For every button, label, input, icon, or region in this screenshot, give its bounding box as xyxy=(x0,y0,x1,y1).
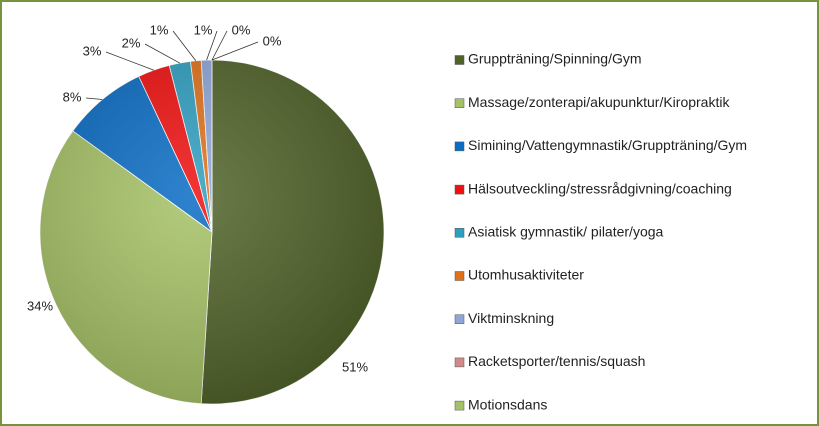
legend-swatch xyxy=(454,98,465,108)
data-label: 2% xyxy=(122,35,141,50)
legend-swatch xyxy=(454,55,465,65)
legend-swatch xyxy=(454,271,465,281)
legend: Gruppträning/Spinning/Gym Massage/zontera… xyxy=(454,51,747,412)
legend-label: Racketsporter/tennis/squash xyxy=(468,353,645,369)
legend-label: Simining/Vattengymnastik/Gruppträning/Gy… xyxy=(468,137,747,153)
legend-swatch xyxy=(454,400,465,411)
data-label: 1% xyxy=(150,22,169,37)
legend-label: Utomhusaktiviteter xyxy=(468,267,584,283)
legend-swatch xyxy=(454,228,465,238)
leader-line xyxy=(211,41,259,61)
data-label: 1% xyxy=(194,22,213,37)
legend-label: Gruppträning/Spinning/Gym xyxy=(468,51,642,67)
leader-line xyxy=(206,30,218,61)
legend-swatch xyxy=(454,184,465,195)
legend-label: Motionsdans xyxy=(468,396,547,412)
data-label: 3% xyxy=(83,43,102,58)
data-label: 0% xyxy=(263,33,282,48)
leader-line xyxy=(172,30,197,62)
legend-label: Viktminskning xyxy=(468,310,554,326)
data-label: 0% xyxy=(232,22,251,37)
legend-swatch xyxy=(454,314,465,324)
legend-label: Asiatisk gymnastik/ pilater/yoga xyxy=(468,224,664,240)
legend-label: Hälsoutveckling/stressrådgivning/coachin… xyxy=(468,180,732,196)
data-label: 34% xyxy=(27,298,53,313)
data-label: 8% xyxy=(63,89,82,104)
leader-line xyxy=(144,43,180,64)
data-label: 51% xyxy=(342,359,368,374)
legend-swatch xyxy=(454,141,465,152)
leader-line xyxy=(211,30,228,61)
legend-label: Massage/zonterapi/akupunktur/Kiropraktik xyxy=(468,94,730,110)
legend-swatch xyxy=(454,357,465,368)
